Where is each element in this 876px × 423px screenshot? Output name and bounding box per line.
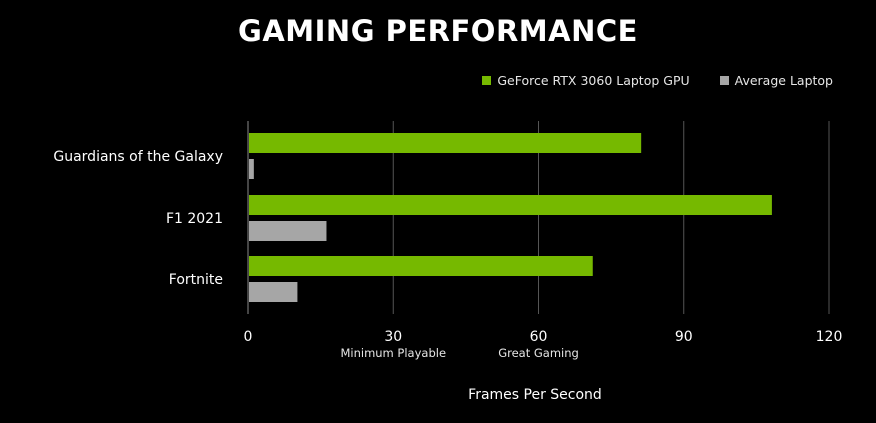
bar-rtx3060 bbox=[249, 256, 593, 276]
bar-average-laptop bbox=[249, 282, 298, 302]
legend-swatch-average-laptop bbox=[719, 76, 729, 85]
legend-swatch-rtx3060 bbox=[482, 76, 492, 85]
bar-average-laptop bbox=[249, 159, 254, 179]
bar-rtx3060 bbox=[249, 195, 772, 215]
x-tick-label: 30 bbox=[384, 329, 402, 345]
x-axis-title: Frames Per Second bbox=[468, 387, 602, 403]
legend: GeForce RTX 3060 Laptop GPU Average Lapt… bbox=[452, 73, 833, 88]
axis-annotation: Minimum Playable bbox=[340, 346, 446, 360]
chart-title: GAMING PERFORMANCE bbox=[238, 14, 638, 48]
legend-item-average-laptop: Average Laptop bbox=[719, 73, 833, 88]
legend-label-rtx3060: GeForce RTX 3060 Laptop GPU bbox=[497, 73, 690, 88]
x-tick-label: 60 bbox=[530, 329, 548, 345]
axis-annotation: Great Gaming bbox=[498, 346, 579, 360]
bar-rtx3060 bbox=[249, 133, 642, 153]
legend-label-average-laptop: Average Laptop bbox=[734, 73, 833, 88]
x-tick-label: 120 bbox=[816, 329, 843, 345]
category-label: Guardians of the Galaxy bbox=[53, 149, 223, 165]
legend-item-rtx3060: GeForce RTX 3060 Laptop GPU bbox=[482, 73, 690, 88]
category-label: Fortnite bbox=[169, 272, 223, 288]
category-label: F1 2021 bbox=[166, 211, 223, 227]
x-tick-label: 90 bbox=[675, 329, 693, 345]
x-tick-label: 0 bbox=[244, 329, 253, 345]
bar-average-laptop bbox=[249, 221, 327, 241]
